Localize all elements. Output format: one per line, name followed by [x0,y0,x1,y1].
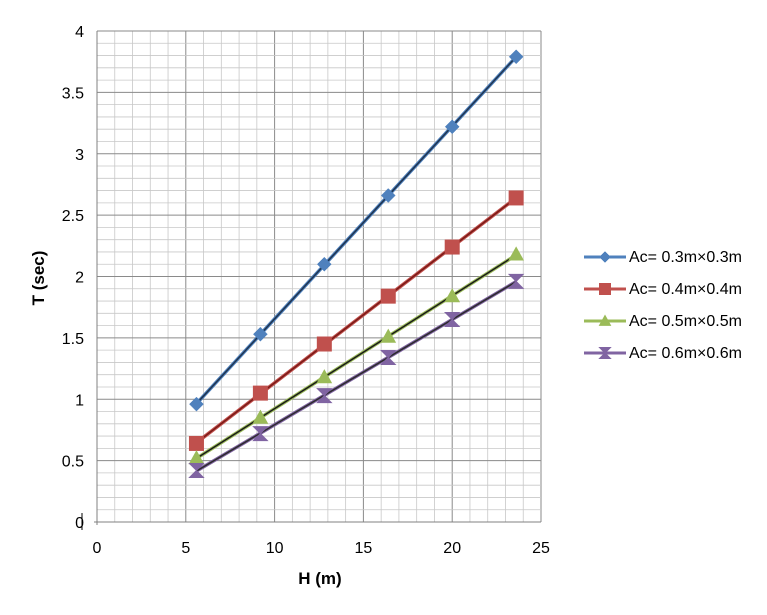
y-tick-label: 0.5 [62,454,84,471]
x-tick-label: 10 [266,540,284,557]
y-axis-title: T (sec) [29,251,48,306]
series-0 [189,49,524,412]
x-tick-label: 25 [532,540,550,557]
plot-series [188,49,525,478]
data-point [188,462,205,478]
grid [97,30,542,522]
data-point [316,388,333,404]
legend-marker [599,283,611,295]
data-point [444,239,460,255]
series-3 [188,273,525,478]
x-tick-label: 20 [443,540,461,557]
legend-marker [598,314,612,326]
legend-marker [599,251,611,263]
trendline [196,254,517,460]
data-point [189,396,204,412]
data-point [508,49,524,65]
data-point [443,311,461,327]
data-point [508,190,524,206]
data-point [252,385,268,401]
data-point [316,369,333,384]
legend-label: Ac= 0.5m×0.5m [629,313,742,330]
legend-item-3: Ac= 0.6m×0.6m [582,341,762,373]
data-point [253,326,268,342]
legend-item-2: Ac= 0.5m×0.5m [582,309,762,341]
data-point [507,273,525,289]
data-point [380,288,396,304]
series-1 [188,190,524,451]
tick-labels: 0 5 10 15 20 25 0 0.5 1 1.5 2 2.5 3 3.5 4 [62,24,550,557]
legend-label: Ac= 0.4m×0.4m [629,281,742,298]
y-tick-label: 0 [75,515,84,532]
data-point [188,435,204,451]
data-point [444,288,461,303]
y-tick-label: 1.5 [62,331,84,348]
data-point [380,328,397,343]
y-tick-label: 1 [75,392,84,409]
data-point [316,256,332,272]
y-tick-label: 2.5 [62,208,84,225]
x-tick-label: 15 [355,540,373,557]
legend-marker [598,347,612,359]
legend-marker-icon [584,251,626,263]
data-point [380,188,396,203]
trendline [196,197,517,444]
legend-item-0: Ac= 0.3m×0.3m [582,245,762,277]
data-point [508,246,524,261]
data-point [316,336,332,352]
legend-marker-icon [584,347,626,359]
legend-item-1: Ac= 0.4m×0.4m [582,277,762,309]
x-axis-title: H (m) [298,569,341,588]
y-tick-label: 4 [75,24,84,41]
data-point [380,350,397,366]
y-tick-label: 3.5 [62,85,84,102]
y-tick-label: 2 [75,270,84,287]
data-point [188,450,205,465]
trendline [196,280,517,472]
data-point [444,119,460,135]
x-tick-label: 0 [93,540,102,557]
data-point [252,409,269,424]
x-tick-label: 5 [181,540,190,557]
y-tick-label: 3 [75,147,84,164]
legend-label: Ac= 0.3m×0.3m [629,249,742,266]
data-point [252,426,269,442]
legend: Ac= 0.3m×0.3m Ac= 0.4m×0.4m Ac= 0.5m×0.5… [582,245,762,373]
trendline [195,56,517,405]
legend-marker-icon [584,314,626,326]
series-2 [188,246,524,465]
legend-marker-icon [584,283,626,295]
legend-label: Ac= 0.6m×0.6m [629,345,742,362]
axes [81,31,541,530]
